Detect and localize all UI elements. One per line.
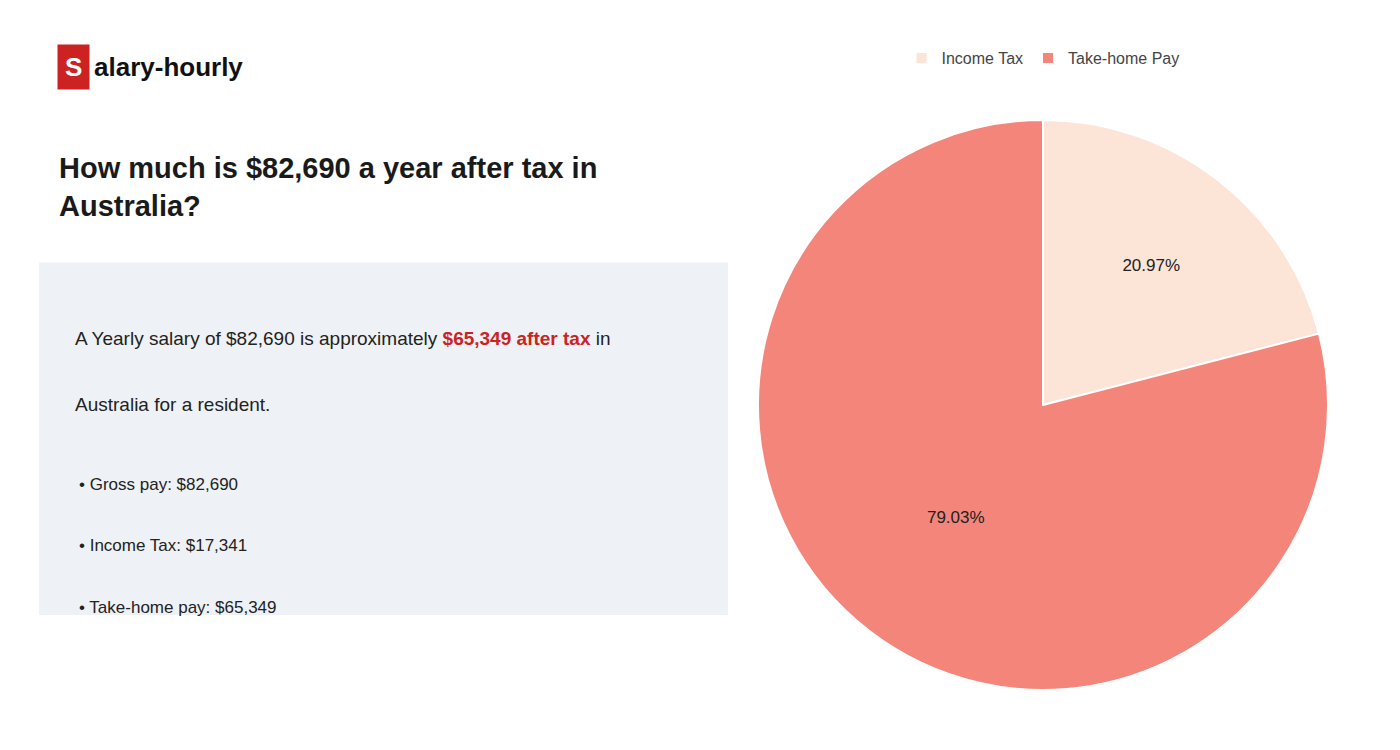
- svg-text:• Take-home pay: $65,349: • Take-home pay: $65,349: [79, 598, 277, 617]
- svg-text:How much is $82,690 a year aft: How much is $82,690 a year after tax inA…: [59, 152, 597, 222]
- svg-text:Income Tax: Income Tax: [942, 50, 1024, 67]
- svg-text:Take-home Pay: Take-home Pay: [1068, 50, 1179, 67]
- svg-text:S: S: [65, 52, 82, 82]
- svg-text:Australia for a resident.: Australia for a resident.: [75, 394, 270, 415]
- svg-text:• Income Tax: $17,341: • Income Tax: $17,341: [79, 536, 247, 555]
- svg-text:79.03%: 79.03%: [927, 508, 985, 527]
- svg-text:20.97%: 20.97%: [1122, 256, 1180, 275]
- svg-text:• Gross pay: $82,690: • Gross pay: $82,690: [79, 475, 238, 494]
- svg-text:alary-hourly: alary-hourly: [94, 52, 243, 82]
- svg-text:A Yearly salary of $82,690 is: A Yearly salary of $82,690 is approximat…: [75, 328, 611, 349]
